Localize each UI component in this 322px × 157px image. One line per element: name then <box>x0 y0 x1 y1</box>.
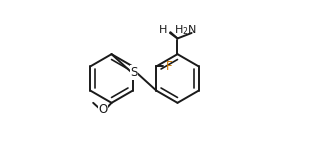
Text: F: F <box>166 60 173 73</box>
Text: H: H <box>159 25 167 35</box>
Text: $\mathregular{H_2N}$: $\mathregular{H_2N}$ <box>167 23 197 37</box>
Text: O: O <box>98 103 108 116</box>
Text: S: S <box>130 66 138 79</box>
